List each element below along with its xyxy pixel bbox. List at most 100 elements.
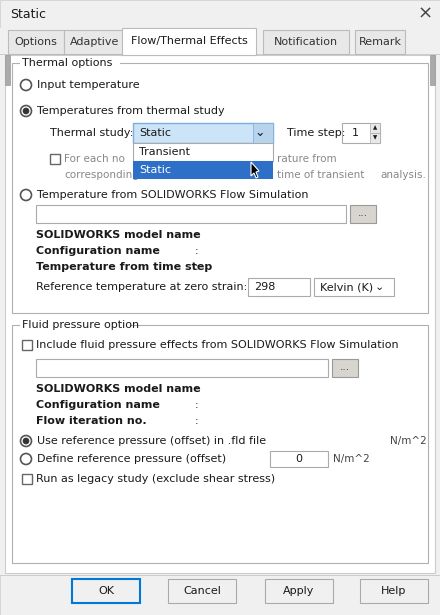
Text: N/m^2: N/m^2	[333, 454, 370, 464]
Bar	[36, 359, 328, 377]
Bar	[133, 123, 273, 143]
Bar	[360, 579, 428, 603]
Text: Static: Static	[10, 7, 46, 20]
Text: Static: Static	[139, 128, 171, 138]
Bar	[122, 28, 256, 55]
Circle shape	[21, 79, 32, 90]
Circle shape	[23, 108, 29, 114]
Bar	[430, 55, 435, 85]
Text: :: :	[195, 384, 198, 394]
Bar	[0, 54, 440, 55]
Bar	[72, 579, 140, 603]
Bar	[270, 451, 328, 467]
Text: Reference temperature at zero strain:: Reference temperature at zero strain:	[36, 282, 247, 292]
Text: :: :	[195, 262, 198, 272]
Text: 0: 0	[296, 454, 303, 464]
Text: Include fluid pressure effects from SOLIDWORKS Flow Simulation: Include fluid pressure effects from SOLI…	[36, 340, 399, 350]
Bar	[20, 318, 130, 332]
Circle shape	[21, 189, 32, 200]
Bar	[8, 30, 64, 54]
Text: Remark: Remark	[359, 37, 401, 47]
Circle shape	[23, 438, 29, 444]
Text: For each no: For each no	[64, 154, 125, 164]
Text: 1: 1	[352, 128, 359, 138]
Text: Configuration name: Configuration name	[36, 400, 160, 410]
Text: Temperature from time step: Temperature from time step	[36, 262, 212, 272]
Bar	[64, 30, 126, 54]
Bar	[253, 123, 273, 143]
Text: rature from: rature from	[277, 154, 337, 164]
Text: Time step:: Time step:	[287, 128, 345, 138]
Bar	[0, 575, 440, 576]
Text: Static: Static	[139, 165, 171, 175]
Text: Fluid pressure option: Fluid pressure option	[22, 320, 139, 330]
Text: Flow/Thermal Effects: Flow/Thermal Effects	[131, 36, 247, 46]
Text: Define reference pressure (offset): Define reference pressure (offset)	[37, 454, 226, 464]
Bar	[0, 28, 440, 56]
Bar	[342, 123, 380, 143]
Text: Kelvin (K): Kelvin (K)	[320, 282, 373, 292]
Text: ...: ...	[358, 208, 368, 218]
Text: ▼: ▼	[373, 135, 377, 140]
Text: Options: Options	[15, 37, 58, 47]
Bar	[12, 63, 428, 313]
Bar	[263, 30, 349, 54]
Text: Flow iteration no.: Flow iteration no.	[36, 416, 147, 426]
Bar	[20, 56, 120, 70]
Text: ...: ...	[340, 362, 350, 372]
Bar	[12, 325, 428, 563]
Text: Configuration name: Configuration name	[36, 246, 160, 256]
Polygon shape	[251, 162, 259, 178]
Bar	[370, 123, 380, 133]
Bar	[36, 205, 346, 223]
Text: Thermal study:: Thermal study:	[50, 128, 133, 138]
Bar	[133, 143, 273, 161]
Text: SOLIDWORKS model name: SOLIDWORKS model name	[36, 230, 201, 240]
Bar	[22, 340, 32, 350]
Text: Notification: Notification	[274, 37, 338, 47]
Text: Help: Help	[381, 586, 407, 596]
Bar	[0, 0, 440, 28]
Circle shape	[21, 106, 32, 116]
Circle shape	[21, 453, 32, 464]
Text: Transient: Transient	[139, 147, 190, 157]
Circle shape	[21, 435, 32, 446]
Text: :: :	[195, 246, 198, 256]
Text: Thermal options: Thermal options	[22, 58, 112, 68]
Text: Input temperature: Input temperature	[37, 80, 139, 90]
Bar	[248, 278, 310, 296]
Text: SOLIDWORKS model name: SOLIDWORKS model name	[36, 384, 201, 394]
Text: :: :	[195, 400, 198, 410]
Text: Cancel: Cancel	[183, 586, 221, 596]
Text: Use reference pressure (offset) in .fld file: Use reference pressure (offset) in .fld …	[37, 436, 266, 446]
Text: ×: ×	[418, 5, 433, 23]
Text: Apply: Apply	[283, 586, 315, 596]
Text: Run as legacy study (exclude shear stress): Run as legacy study (exclude shear stres…	[36, 474, 275, 484]
Text: :: :	[195, 230, 198, 240]
Text: ⌄: ⌄	[255, 127, 265, 140]
Bar	[50, 154, 60, 164]
Bar	[370, 133, 380, 143]
Bar	[22, 474, 32, 484]
Text: ▲: ▲	[373, 125, 377, 130]
Text: corresponding: corresponding	[64, 170, 139, 180]
Text: :: :	[195, 416, 198, 426]
Text: Temperature from SOLIDWORKS Flow Simulation: Temperature from SOLIDWORKS Flow Simulat…	[37, 190, 308, 200]
Bar	[0, 575, 440, 615]
Bar	[265, 579, 333, 603]
Bar	[314, 278, 394, 296]
Bar	[133, 161, 273, 179]
Bar	[168, 579, 236, 603]
Text: time of transient: time of transient	[277, 170, 364, 180]
Text: OK: OK	[98, 586, 114, 596]
Text: analysis.: analysis.	[380, 170, 426, 180]
Bar	[332, 359, 358, 377]
Text: Temperatures from thermal study: Temperatures from thermal study	[37, 106, 225, 116]
Text: N/m^2: N/m^2	[390, 436, 427, 446]
Text: Adaptive: Adaptive	[70, 37, 120, 47]
Text: ⌄: ⌄	[374, 282, 384, 292]
Text: 298: 298	[254, 282, 275, 292]
Bar	[355, 30, 405, 54]
Bar	[5, 55, 435, 573]
Bar	[350, 205, 376, 223]
